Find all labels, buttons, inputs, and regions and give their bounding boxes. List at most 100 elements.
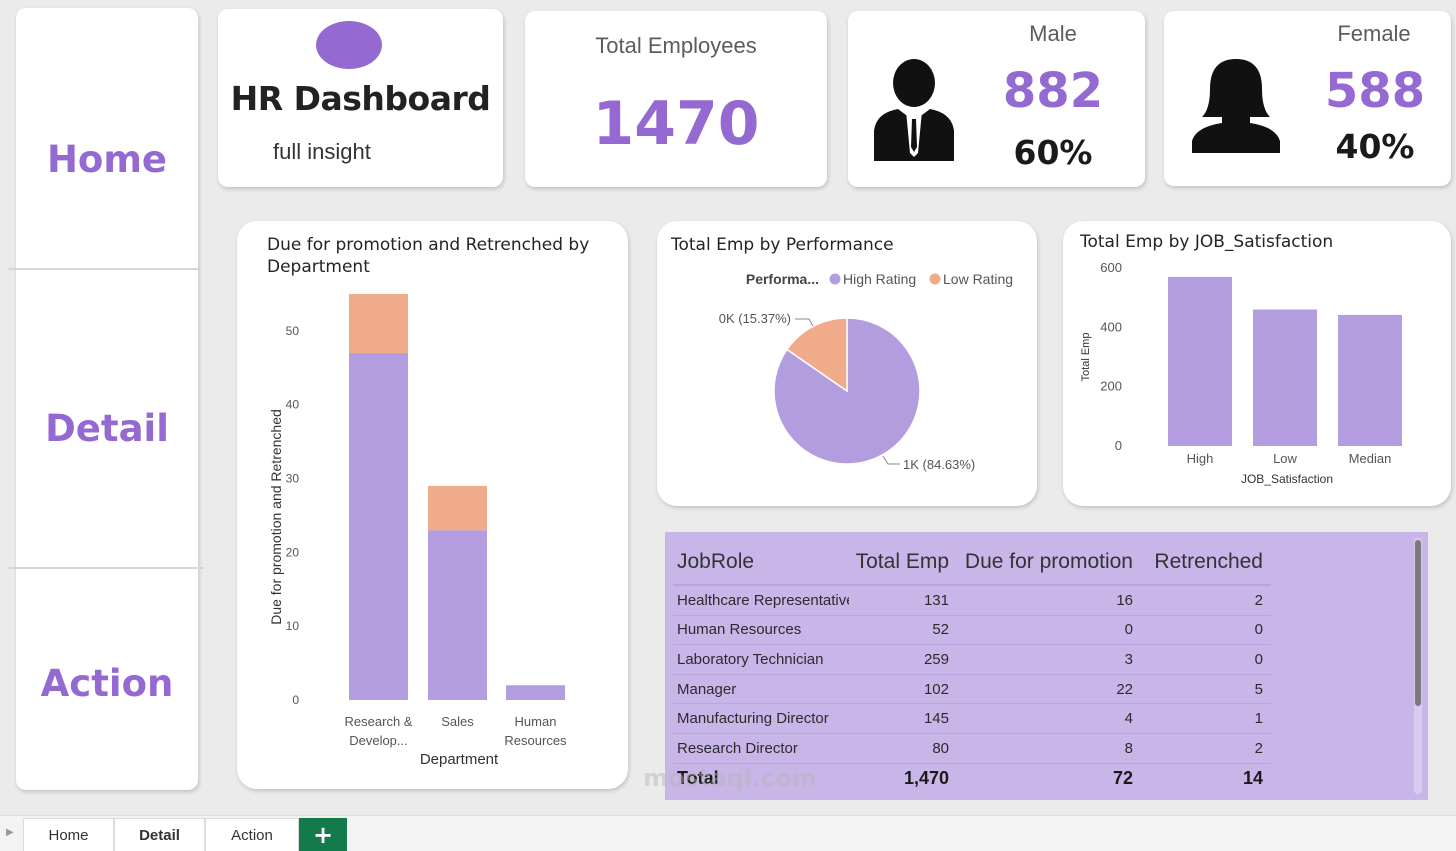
- header-due-promotion[interactable]: Due for promotion: [964, 550, 1133, 573]
- cell-jobrole: Manufacturing Director: [677, 710, 829, 728]
- cell-retrenched: 1: [1254, 710, 1263, 728]
- table-row: Research Director 80 8 2: [673, 734, 1271, 764]
- nav-detail-button[interactable]: Detail: [45, 407, 169, 450]
- x-tick-label: Develop...: [349, 733, 408, 748]
- y-tick-label: 600: [1100, 260, 1122, 275]
- male-count: 882: [1002, 63, 1104, 119]
- leader-line-high: [882, 455, 900, 465]
- satisfaction-bar: [1168, 276, 1232, 446]
- dashboard-title: HR Dashboard: [230, 79, 491, 118]
- retrenched-bar: [428, 485, 487, 531]
- add-sheet-button[interactable]: +: [299, 818, 347, 851]
- jobrole-table: JobRole Total Emp Due for promotion Retr…: [665, 532, 1428, 800]
- cell-jobrole: Manager: [677, 680, 737, 698]
- cell-retrenched: 5: [1254, 680, 1263, 698]
- x-tick-label: Sales: [441, 714, 474, 729]
- cell-due-promotion: 3: [1124, 650, 1133, 668]
- cell-jobrole: Laboratory Technician: [677, 650, 824, 668]
- table-header-row: JobRole Total Emp Due for promotion Retr…: [673, 540, 1271, 586]
- department-chart-title: Due for promotion and Retrenched by Depa…: [267, 235, 590, 277]
- legend-high-label: High Rating: [843, 271, 916, 287]
- x-tick-label: Low: [1273, 451, 1297, 466]
- cell-due-promotion: 0: [1124, 621, 1133, 639]
- legend-high-marker: [829, 273, 841, 285]
- table-total-row: Total 1,470 72 14: [673, 764, 1271, 794]
- scroll-left-icon[interactable]: ▶: [6, 827, 14, 838]
- table-row: Human Resources 52 0 0: [673, 616, 1271, 646]
- cell-total-emp: 259: [923, 650, 949, 668]
- total-label: Total: [677, 768, 719, 789]
- y-axis-label: Total Emp: [1080, 333, 1092, 382]
- y-tick-label: 0: [292, 693, 299, 707]
- table-grid: JobRole Total Emp Due for promotion Retr…: [673, 540, 1271, 794]
- retrenched-bar: [349, 294, 408, 354]
- male-card: Male 882 60%: [848, 11, 1145, 187]
- female-percent: 40%: [1335, 127, 1415, 166]
- table-row: Manager 102 22 5: [673, 675, 1271, 705]
- table-row: Healthcare Representative 131 16 2: [673, 586, 1271, 616]
- cell-retrenched: 2: [1254, 739, 1263, 757]
- cell-retrenched: 2: [1254, 591, 1263, 609]
- cell-jobrole: Research Director: [677, 739, 798, 757]
- cell-due-promotion: 8: [1124, 739, 1133, 757]
- y-tick-label: 30: [286, 472, 300, 486]
- pie-slice-low: [785, 317, 848, 393]
- title-card: HR Dashboard full insight: [218, 9, 503, 187]
- header-total-emp[interactable]: Total Emp: [855, 550, 949, 573]
- promotion-bar: [349, 353, 408, 700]
- cell-total-emp: 80: [932, 739, 949, 757]
- y-tick-label: 400: [1100, 319, 1122, 334]
- promotion-bar: [506, 685, 565, 700]
- header-jobrole[interactable]: JobRole: [677, 550, 755, 573]
- nav-panel: [16, 8, 198, 790]
- x-tick-label: Median: [1349, 451, 1392, 466]
- nav-divider: [8, 268, 198, 270]
- y-tick-label: 10: [286, 619, 300, 633]
- data-label-low: 0K (15.37%): [719, 311, 791, 326]
- satisfaction-bar: [1338, 314, 1402, 446]
- cell-jobrole: Healthcare Representative: [677, 591, 849, 609]
- cell-total-emp: 52: [932, 621, 949, 639]
- x-tick-label: Human: [515, 714, 557, 729]
- leader-line-low: [795, 318, 814, 327]
- sheet-tab-home[interactable]: Home: [23, 818, 114, 851]
- cell-due-promotion: 4: [1124, 710, 1133, 728]
- legend-low-marker: [929, 273, 941, 285]
- x-tick-label: Research &: [345, 714, 413, 729]
- female-count: 588: [1324, 63, 1426, 119]
- nav-divider: [8, 567, 204, 569]
- total-promotion-sum: 72: [1112, 768, 1133, 789]
- y-tick-label: 0: [1115, 438, 1122, 453]
- nav-home-button[interactable]: Home: [46, 138, 168, 181]
- male-person-icon: [874, 59, 954, 161]
- sheet-tab-action[interactable]: Action: [205, 818, 299, 851]
- nav-action-button[interactable]: Action: [40, 662, 174, 705]
- table-scrollbar-thumb[interactable]: [1415, 540, 1421, 706]
- cell-retrenched: 0: [1254, 650, 1263, 668]
- total-employees-value: 1470: [592, 89, 760, 159]
- cell-due-promotion: 22: [1116, 680, 1133, 698]
- performance-chart-title: Total Emp by Performance: [671, 235, 894, 255]
- y-tick-label: 200: [1100, 379, 1122, 394]
- satisfaction-bar-chart: 0 200 400 600 Total Emp High Low Median JOB_Sati…: [1080, 260, 1402, 486]
- cell-retrenched: 0: [1254, 621, 1263, 639]
- female-label: Female: [1337, 21, 1411, 46]
- cell-total-emp: 102: [923, 680, 949, 698]
- satisfaction-bar: [1253, 309, 1317, 446]
- total-employees-card: Total Employees 1470: [525, 11, 827, 187]
- x-axis-label: Department: [420, 751, 499, 768]
- table-row: Laboratory Technician 259 3 0: [673, 645, 1271, 675]
- department-bar-chart: 0 10 20 30 40 50 Due for promotion and Retrenc…: [268, 294, 567, 768]
- male-label: Male: [1029, 21, 1077, 46]
- total-retrenched-sum: 14: [1242, 768, 1263, 789]
- sheet-tab-detail[interactable]: Detail: [114, 818, 205, 851]
- logo-ellipse: [316, 21, 382, 69]
- header-retrenched[interactable]: Retrenched: [1154, 550, 1263, 573]
- x-tick-label: High: [1187, 451, 1214, 466]
- table-row: Manufacturing Director 145 4 1: [673, 704, 1271, 734]
- cell-jobrole: Human Resources: [677, 621, 802, 639]
- male-percent: 60%: [1013, 133, 1093, 172]
- dashboard-subtitle: full insight: [273, 139, 371, 164]
- female-card: Female 588 40%: [1164, 11, 1451, 186]
- satisfaction-chart-title: Total Emp by JOB_Satisfaction: [1080, 232, 1334, 252]
